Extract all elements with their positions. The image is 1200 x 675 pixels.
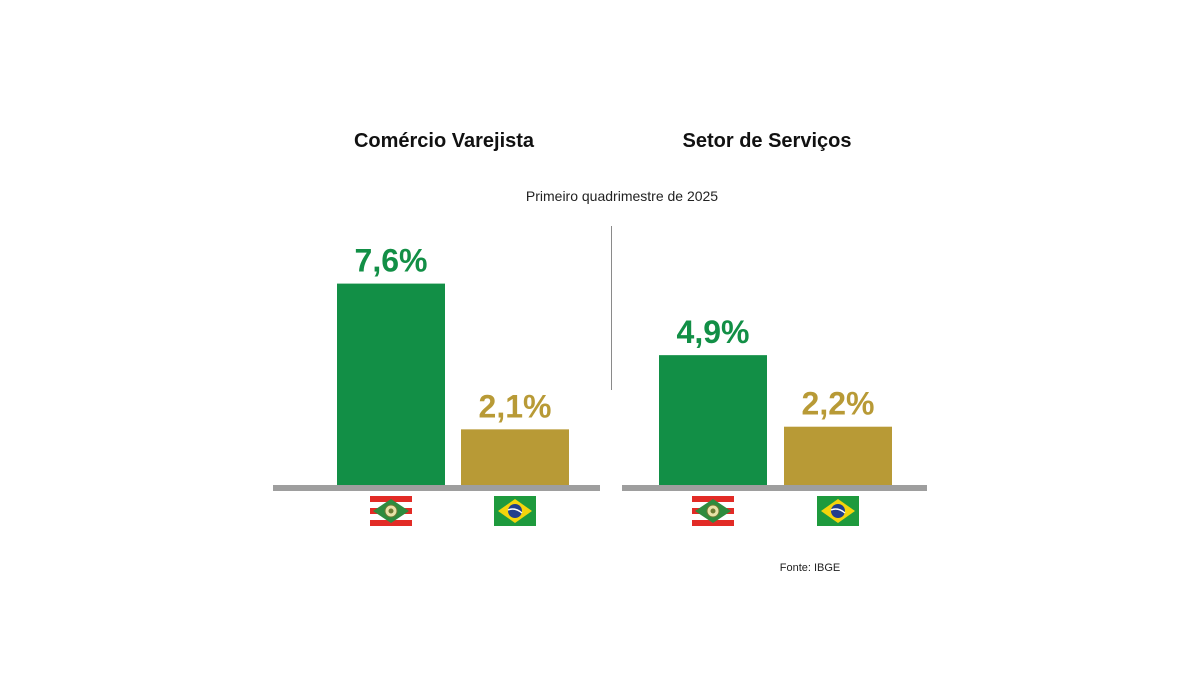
brazil-flag-icon: [817, 496, 859, 526]
data-label-1-0: 4,9%: [677, 314, 750, 350]
data-label-0-1: 2,1%: [479, 388, 552, 424]
data-label-1-1: 2,2%: [802, 386, 875, 422]
baseline-axis-0: [273, 485, 600, 491]
santa-catarina-flag-icon: [692, 496, 734, 526]
chart-title-comercio: Comércio Varejista: [353, 130, 535, 152]
bar-0-1: [461, 429, 569, 485]
brazil-flag-icon: [494, 496, 536, 526]
santa-catarina-flag-icon: [370, 496, 412, 526]
bar-0-0: [337, 283, 445, 485]
chart-title-servicos: Setor de Serviços: [682, 130, 852, 152]
baseline-axis-1: [622, 485, 927, 491]
chart-subtitle: Primeiro quadrimestre de 2025: [525, 188, 719, 204]
bar-1-0: [659, 355, 767, 485]
panel-divider: [611, 226, 612, 390]
data-label-0-0: 7,6%: [355, 243, 428, 279]
bar-1-1: [784, 426, 892, 485]
source-note: Fonte: IBGE: [779, 562, 841, 574]
